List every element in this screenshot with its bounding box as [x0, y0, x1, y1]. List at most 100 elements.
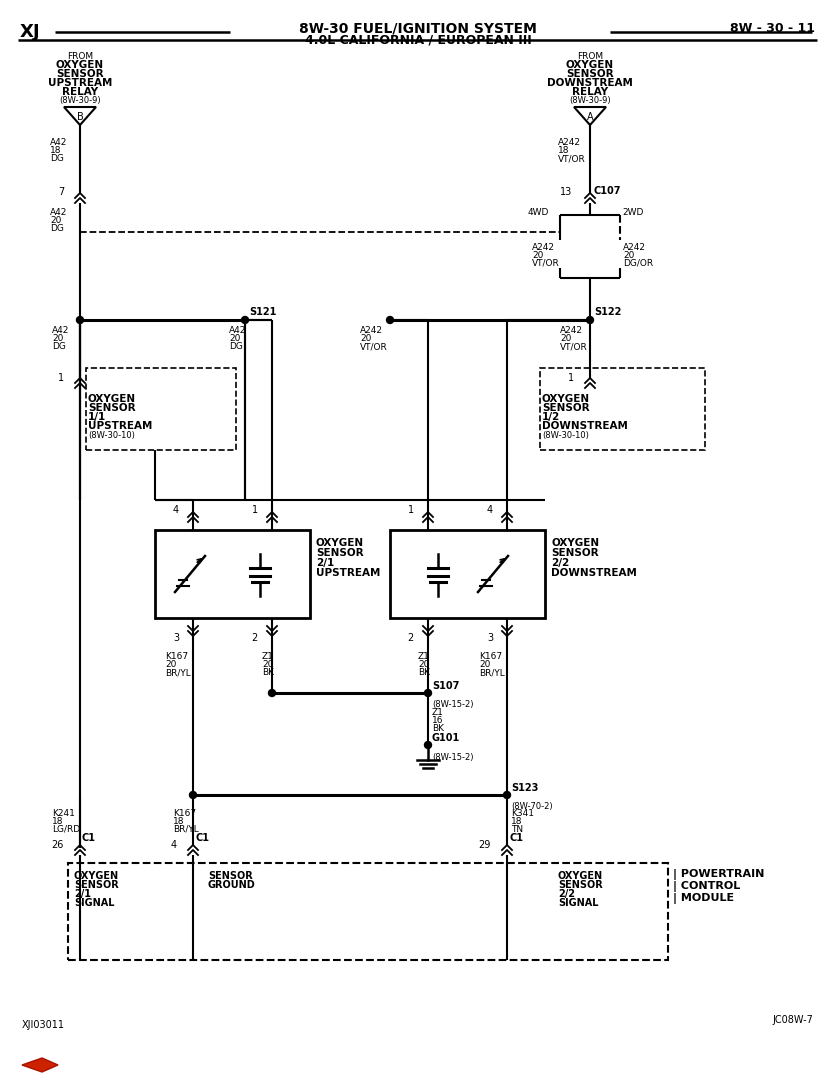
- Text: A242: A242: [558, 138, 581, 147]
- Text: VT/OR: VT/OR: [560, 342, 588, 351]
- Text: 20: 20: [560, 334, 571, 343]
- Circle shape: [77, 316, 84, 324]
- Text: 1: 1: [58, 373, 64, 383]
- Text: DG/OR: DG/OR: [623, 259, 653, 268]
- Text: SENSOR: SENSOR: [316, 548, 363, 558]
- Text: S107: S107: [432, 681, 459, 691]
- Text: DOWNSTREAM: DOWNSTREAM: [542, 421, 628, 431]
- Text: C1: C1: [509, 833, 523, 843]
- Text: 20: 20: [262, 660, 273, 669]
- Text: 20: 20: [532, 251, 544, 260]
- Text: 16: 16: [432, 716, 443, 725]
- Text: K167: K167: [479, 652, 502, 661]
- Text: | CONTROL: | CONTROL: [673, 881, 741, 892]
- Text: DG: DG: [229, 342, 243, 351]
- Text: SENSOR: SENSOR: [208, 870, 253, 881]
- Text: GROUND: GROUND: [208, 880, 256, 890]
- Text: BR/YL: BR/YL: [173, 825, 199, 834]
- Text: 18: 18: [52, 816, 63, 826]
- Text: LG/RD: LG/RD: [52, 825, 80, 834]
- Text: Z1: Z1: [418, 652, 430, 661]
- Text: OXYGEN: OXYGEN: [551, 538, 600, 548]
- Text: BR/YL: BR/YL: [479, 669, 504, 677]
- Text: S121: S121: [249, 307, 276, 318]
- Text: B: B: [77, 112, 84, 122]
- Text: C1: C1: [195, 833, 209, 843]
- Text: SENSOR: SENSOR: [551, 548, 599, 558]
- Text: DOWNSTREAM: DOWNSTREAM: [551, 568, 637, 578]
- Text: S122: S122: [594, 307, 621, 318]
- Text: 29: 29: [478, 840, 491, 850]
- Text: 2/1: 2/1: [316, 558, 334, 568]
- Text: BR/YL: BR/YL: [165, 669, 190, 677]
- Text: 18: 18: [173, 816, 185, 826]
- Text: C1: C1: [82, 833, 96, 843]
- Text: OXYGEN: OXYGEN: [316, 538, 364, 548]
- Text: RELAY: RELAY: [62, 87, 98, 97]
- Text: TN: TN: [511, 825, 523, 834]
- Text: SIGNAL: SIGNAL: [558, 897, 599, 908]
- Text: UPSTREAM: UPSTREAM: [48, 78, 112, 87]
- Text: 13: 13: [559, 187, 572, 197]
- Text: Z1: Z1: [432, 708, 444, 717]
- Text: A42: A42: [52, 326, 69, 335]
- Text: DG: DG: [50, 154, 63, 163]
- Text: (8W-15-2): (8W-15-2): [432, 753, 473, 762]
- Circle shape: [387, 316, 393, 324]
- Text: SIGNAL: SIGNAL: [74, 897, 114, 908]
- Text: 1/2: 1/2: [542, 411, 560, 422]
- Circle shape: [190, 792, 196, 798]
- Text: C107: C107: [594, 186, 621, 195]
- Text: 2WD: 2WD: [622, 208, 644, 217]
- Text: Z1: Z1: [262, 652, 274, 661]
- Text: (8W-30-10): (8W-30-10): [88, 431, 135, 440]
- Text: A42: A42: [229, 326, 246, 335]
- Text: A242: A242: [623, 243, 646, 252]
- Text: OXYGEN: OXYGEN: [558, 870, 603, 881]
- Text: 8W-30 FUEL/IGNITION SYSTEM: 8W-30 FUEL/IGNITION SYSTEM: [299, 21, 537, 35]
- Text: 20: 20: [479, 660, 490, 669]
- Text: A: A: [587, 112, 594, 122]
- Text: (8W-30-9): (8W-30-9): [59, 96, 101, 105]
- Text: 18: 18: [511, 816, 523, 826]
- Text: 20: 20: [623, 251, 635, 260]
- Text: FROM: FROM: [67, 52, 93, 60]
- Text: SENSOR: SENSOR: [74, 880, 119, 890]
- Text: SENSOR: SENSOR: [542, 403, 590, 413]
- Text: 4: 4: [173, 505, 179, 515]
- Text: A242: A242: [532, 243, 555, 252]
- Text: (8W-30-9): (8W-30-9): [569, 96, 611, 105]
- Bar: [68, 863, 668, 960]
- Text: 18: 18: [558, 146, 569, 156]
- Text: XJI03011: XJI03011: [22, 1020, 65, 1030]
- Text: A42: A42: [50, 208, 68, 217]
- Circle shape: [586, 316, 594, 324]
- Text: XJ: XJ: [20, 23, 41, 41]
- Text: 18: 18: [50, 146, 62, 156]
- Bar: [390, 530, 545, 618]
- Text: 7: 7: [58, 187, 64, 197]
- Text: DG: DG: [52, 342, 66, 351]
- Circle shape: [504, 792, 510, 798]
- Text: 4: 4: [487, 505, 493, 515]
- Text: A242: A242: [360, 326, 383, 335]
- Bar: [86, 368, 236, 450]
- Text: UPSTREAM: UPSTREAM: [88, 421, 152, 431]
- Text: (8W-30-10): (8W-30-10): [542, 431, 589, 440]
- Text: G101: G101: [432, 733, 460, 743]
- Text: RELAY: RELAY: [572, 87, 608, 97]
- Text: BK: BK: [262, 669, 274, 677]
- Text: SENSOR: SENSOR: [56, 69, 104, 79]
- Text: OXYGEN: OXYGEN: [88, 394, 136, 404]
- Text: A242: A242: [560, 326, 583, 335]
- Text: 1: 1: [568, 373, 574, 383]
- Text: 1: 1: [252, 505, 258, 515]
- Text: 2: 2: [407, 633, 414, 643]
- Text: OXYGEN: OXYGEN: [566, 60, 614, 70]
- Text: A42: A42: [50, 138, 68, 147]
- Text: 1: 1: [407, 505, 414, 515]
- Text: | POWERTRAIN: | POWERTRAIN: [673, 869, 764, 880]
- Text: DG: DG: [50, 224, 63, 233]
- Circle shape: [241, 316, 249, 324]
- Text: 20: 20: [229, 334, 240, 343]
